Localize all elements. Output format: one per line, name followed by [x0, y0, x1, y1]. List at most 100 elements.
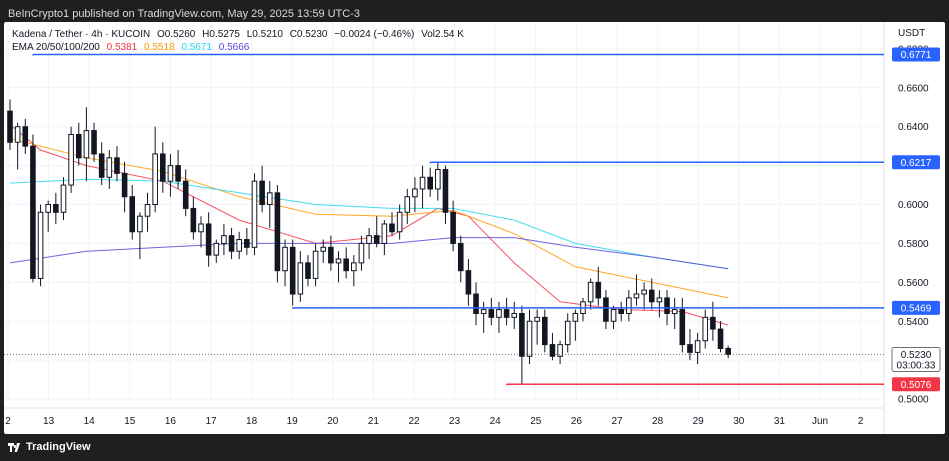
grid-lines: [4, 24, 884, 402]
open-value: O0.5260: [157, 29, 196, 40]
candle: [542, 309, 548, 353]
candle-body-down: [603, 297, 609, 322]
candle-body-down: [228, 235, 235, 252]
tradingview-footer[interactable]: TradingView: [8, 440, 91, 454]
candle-body-down: [328, 246, 334, 264]
level-price-label: 0.5076: [901, 380, 932, 391]
level-price-tag: [892, 377, 940, 392]
time-tick-label: 25: [530, 416, 542, 427]
candle-body-down: [488, 309, 495, 318]
candle: [121, 161, 128, 213]
candle-body-up: [626, 297, 632, 314]
candle-body-down: [503, 309, 510, 318]
candle-body-down: [30, 145, 36, 279]
candle: [343, 247, 349, 279]
ema-line-ema-100: [9, 178, 729, 270]
candle-body-down: [457, 242, 464, 272]
currency-label: USDT: [898, 28, 925, 39]
symbol-label[interactable]: Kadena / Tether · 4h · KUCOIN: [12, 29, 151, 40]
candle-body-up: [396, 211, 403, 233]
candle-body-down: [190, 207, 197, 233]
candle-body-up: [221, 235, 227, 244]
candle-body-down: [450, 211, 456, 244]
candle: [320, 239, 327, 263]
candle: [60, 177, 67, 221]
candle-body-down: [7, 110, 13, 143]
candle: [259, 165, 265, 213]
candle: [427, 167, 433, 197]
candle-body-down: [427, 176, 433, 190]
candle: [419, 165, 426, 209]
candle: [98, 142, 105, 186]
candle: [22, 118, 29, 154]
candle: [587, 278, 594, 310]
ema-row: EMA 20/50/100/200 0.5381 0.5518 0.5671 0…: [12, 41, 468, 54]
candle-body-up: [381, 223, 388, 244]
candle-body-down: [442, 168, 449, 213]
candle: [30, 134, 36, 283]
candle: [274, 185, 281, 283]
candle: [282, 239, 288, 287]
candle-body-down: [114, 157, 120, 174]
candle-body-up: [610, 309, 617, 322]
candle-body-up: [534, 316, 540, 322]
time-tick-label: 27: [611, 416, 623, 427]
candle-body-up: [320, 246, 327, 252]
candle-body-down: [98, 153, 105, 178]
candle-body-down: [373, 235, 380, 244]
time-tick-label: 16: [165, 416, 177, 427]
candle: [328, 235, 334, 271]
candle: [221, 223, 227, 256]
candle: [702, 309, 709, 349]
ema-label[interactable]: EMA 20/50/100/200: [12, 42, 100, 53]
time-tick-label: 14: [84, 416, 96, 427]
candle: [564, 313, 571, 353]
candle: [725, 345, 731, 359]
candle-body-down: [22, 126, 29, 147]
candle-body-down: [259, 180, 265, 206]
candle-body-up: [282, 246, 288, 272]
candle: [656, 290, 663, 318]
candle: [236, 231, 242, 259]
candle-body-up: [694, 340, 701, 353]
level-price-tag: [892, 155, 940, 170]
candle-body-up: [335, 258, 342, 264]
ema-line-ema-200: [9, 237, 729, 270]
candle: [198, 216, 204, 248]
time-tick-label: 15: [124, 416, 136, 427]
candle-body-down: [121, 172, 128, 198]
candle: [442, 165, 449, 224]
candle: [312, 243, 319, 287]
candle: [244, 227, 250, 256]
price-tick-label: 0.5800: [898, 239, 929, 250]
current-price-tag: [891, 347, 941, 372]
candle: [266, 181, 273, 228]
candle: [496, 301, 502, 333]
candles: [7, 99, 731, 384]
change-value: −0.0024 (−0.46%): [334, 29, 415, 40]
candle-body-up: [106, 157, 113, 178]
candle: [549, 332, 556, 361]
candle-body-up: [358, 242, 365, 264]
candle-body-up: [656, 297, 663, 303]
chart-panel[interactable]: USDT0.50000.52000.54000.56000.58000.6000…: [4, 22, 945, 434]
candle-body-down: [91, 130, 97, 155]
price-tick-label: 0.5400: [898, 317, 929, 328]
low-value: L0.5210: [246, 29, 283, 40]
time-tick-label: 20: [327, 416, 339, 427]
time-tick-label: 17: [205, 416, 217, 427]
candle: [251, 173, 258, 256]
candle: [648, 278, 655, 310]
candle: [205, 212, 212, 267]
time-tick-label: 29: [693, 416, 705, 427]
ema-line-ema-20: [9, 124, 729, 326]
price-chart[interactable]: USDT0.50000.52000.54000.56000.58000.6000…: [4, 22, 945, 434]
candle: [526, 309, 533, 365]
candle: [580, 297, 586, 322]
candle-body-down: [717, 328, 724, 349]
time-tick-label: 28: [652, 416, 664, 427]
ohlc-row: Kadena / Tether · 4h · KUCOIN O0.5260 H0…: [12, 28, 468, 41]
candle-body-up: [366, 235, 372, 244]
candle: [228, 227, 235, 259]
candle-body-up: [702, 316, 709, 342]
